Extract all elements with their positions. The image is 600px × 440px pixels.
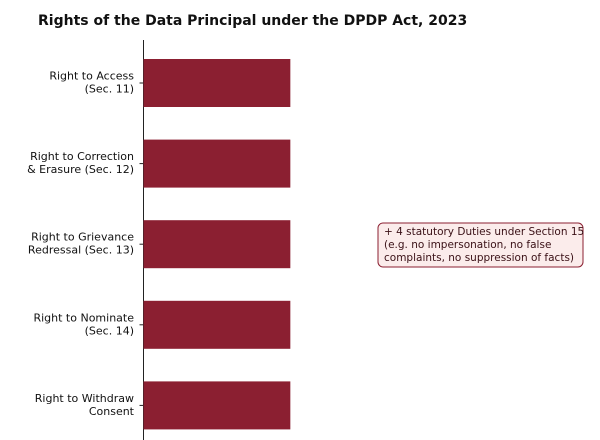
bar — [143, 139, 291, 188]
y-tick-label: Right to Nominate (Sec. 14) — [33, 311, 134, 337]
bar — [143, 59, 291, 107]
bar — [143, 220, 291, 269]
bar — [143, 381, 291, 430]
y-tick-label: Right to Grievance Redressal (Sec. 13) — [28, 231, 134, 257]
y-tick-label: Right to Correction & Erasure (Sec. 12) — [27, 150, 134, 176]
annotation-box — [377, 222, 584, 268]
bar — [143, 300, 291, 349]
annotation: + 4 statutory Duties under Section 15 (e.… — [384, 226, 584, 264]
y-tick-label: Right to Access (Sec. 11) — [49, 70, 134, 96]
chart-title: Rights of the Data Principal under the D… — [38, 13, 467, 29]
y-tick-label: Right to Withdraw Consent — [35, 392, 135, 418]
